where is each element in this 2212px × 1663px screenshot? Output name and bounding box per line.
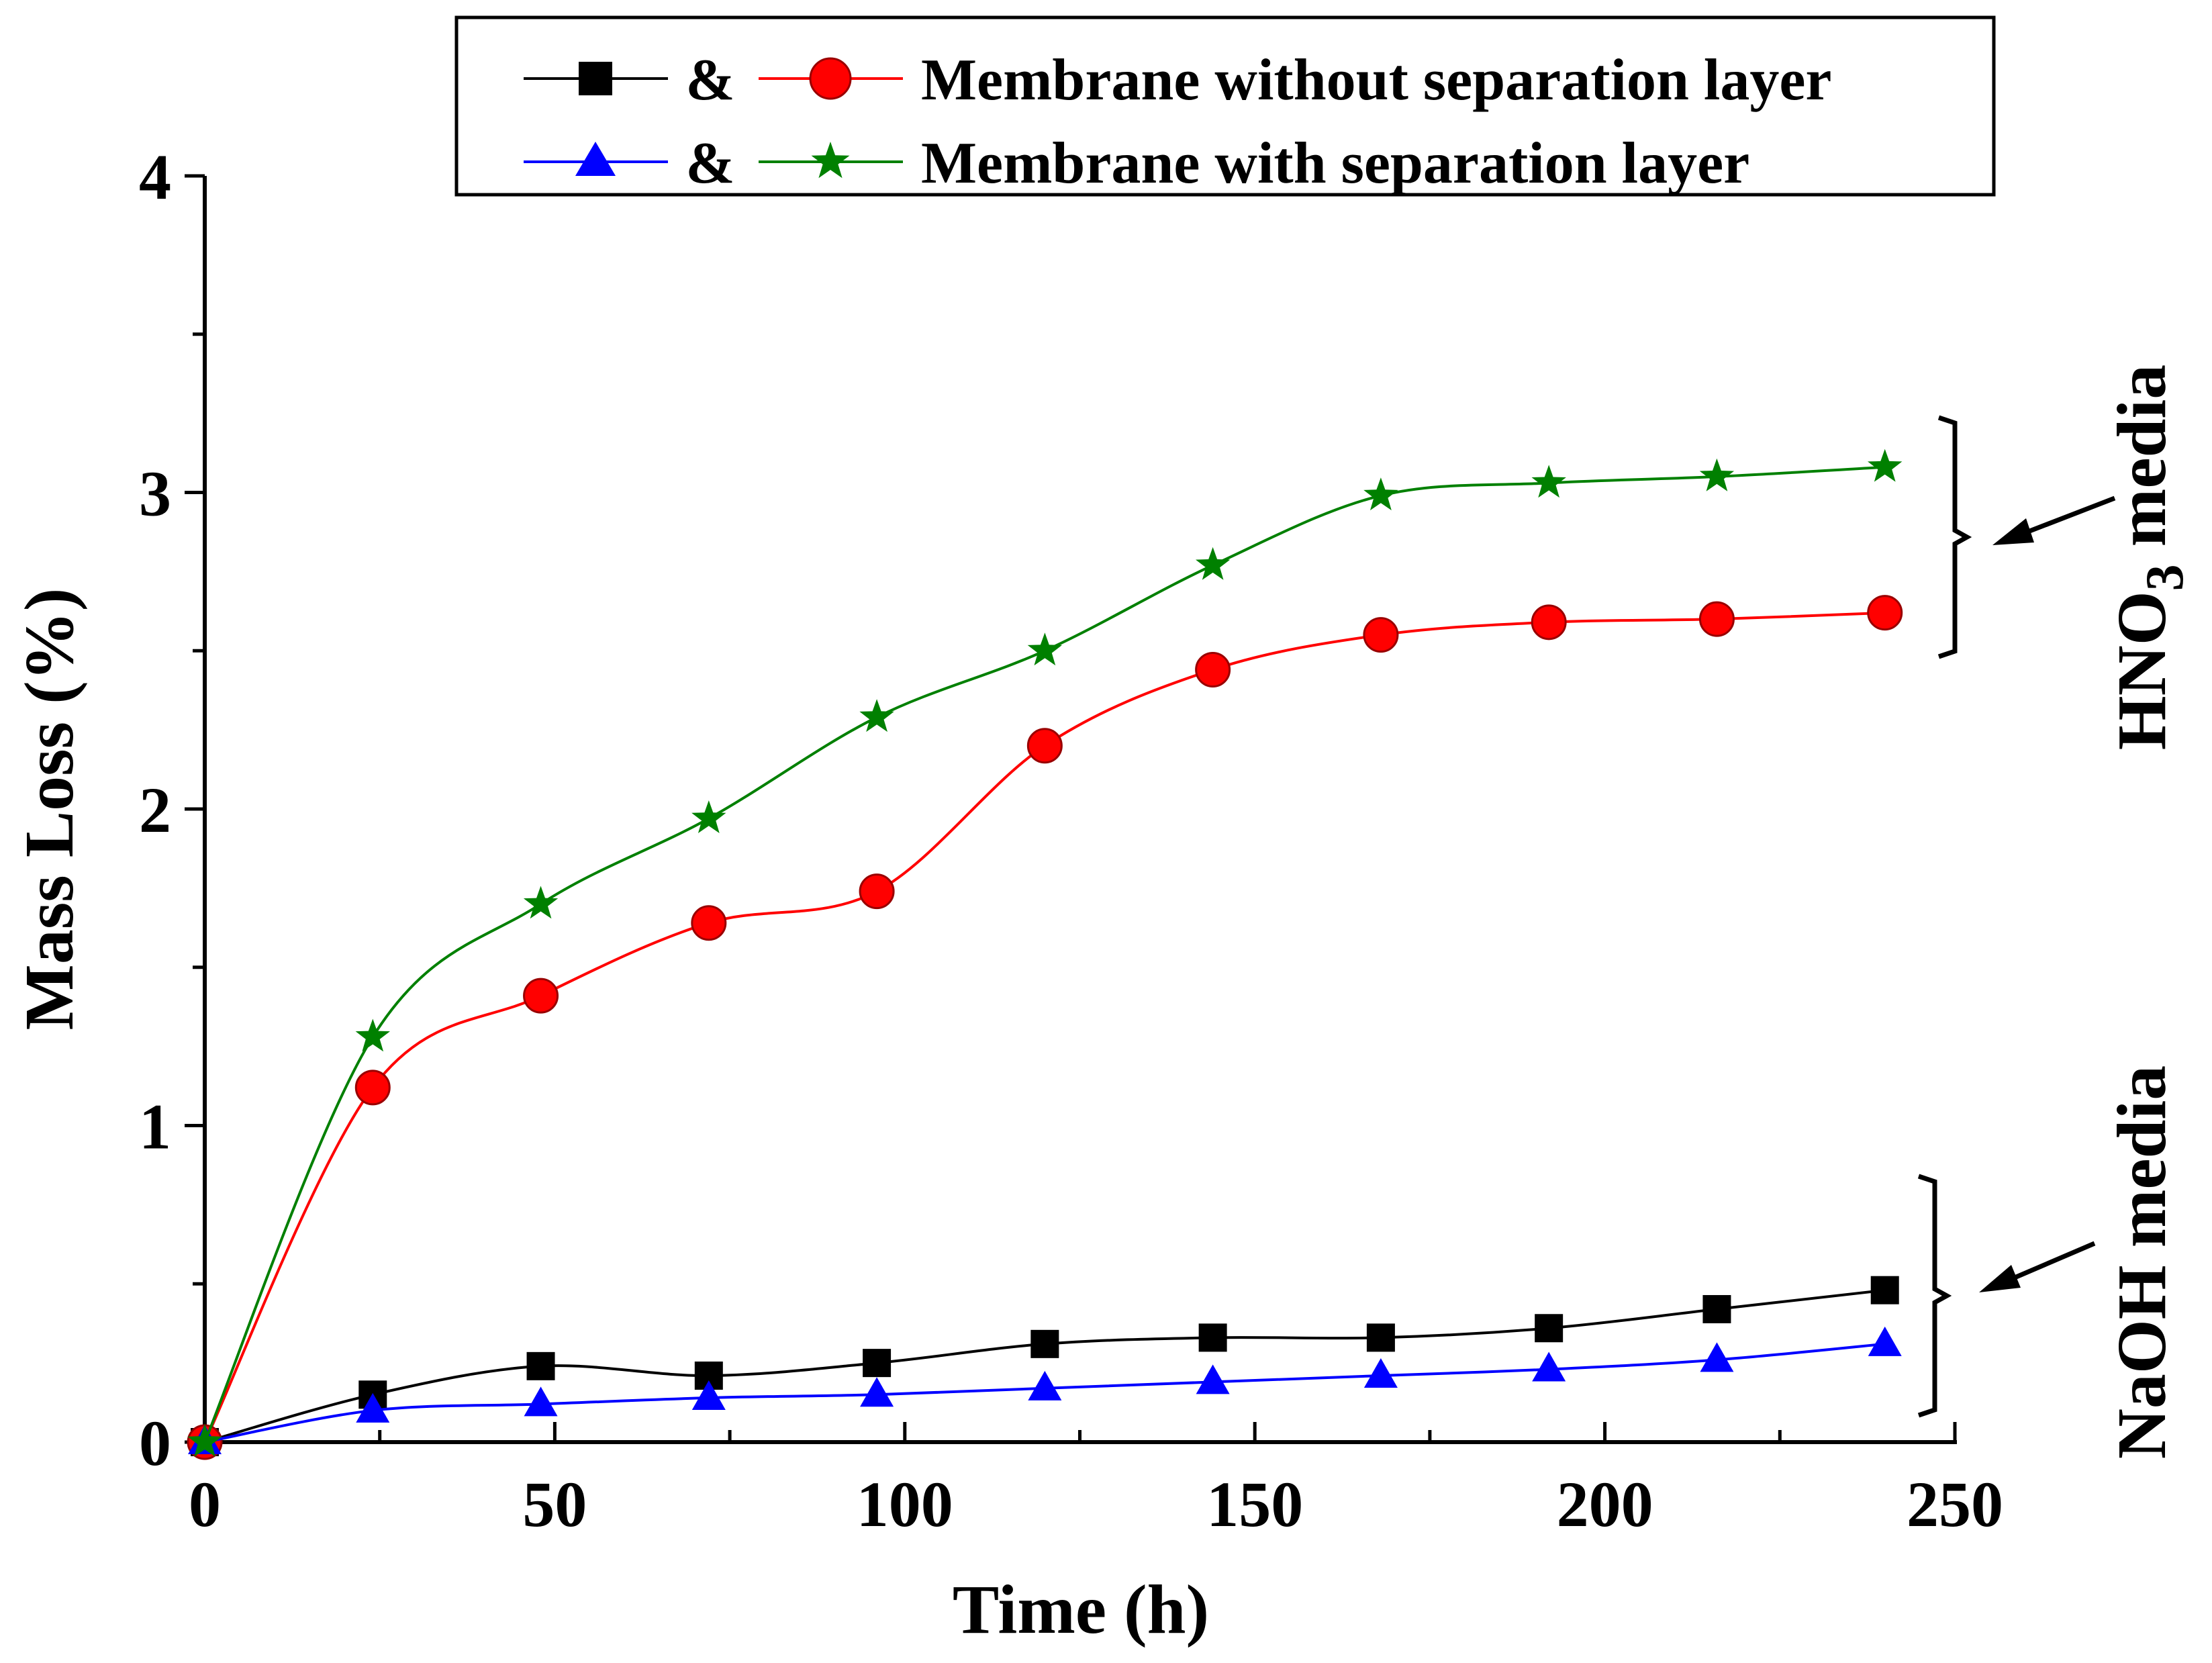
- naoh-media-label: NaOH media: [2103, 1065, 2180, 1459]
- data-point-circle-72: [691, 905, 727, 941]
- data-point-circle-240: [1867, 595, 1903, 631]
- data-point-circle-24: [354, 1070, 391, 1106]
- data-point-triangle-168: [1363, 1358, 1398, 1388]
- data-point-triangle-120: [1028, 1370, 1062, 1400]
- hno3-bracket: [1937, 415, 1972, 659]
- data-point-square-96: [863, 1349, 892, 1378]
- legend-ampersand-2: &: [685, 131, 734, 196]
- data-point-square-240: [1870, 1276, 1899, 1304]
- data-point-square-120: [1030, 1329, 1059, 1358]
- series-line-circle: [203, 611, 1885, 1443]
- series-star: [187, 448, 1903, 1457]
- legend-row-with-separation: & Membrane with separation layer: [524, 131, 1749, 196]
- data-point-circle-120: [1026, 728, 1063, 764]
- data-point-triangle-48: [524, 1386, 558, 1417]
- data-point-square-48: [526, 1351, 555, 1380]
- naoh-arrow: [1979, 1241, 2096, 1292]
- legend-ampersand-1: &: [685, 48, 734, 113]
- data-point-star-96: [859, 699, 894, 732]
- data-point-triangle-240: [1868, 1326, 1902, 1356]
- legend-marker-triangle: [575, 142, 616, 176]
- legend-marker-circle: [809, 57, 852, 100]
- data-point-square-168: [1366, 1323, 1395, 1352]
- data-point-star-216: [1699, 458, 1735, 491]
- data-point-star-192: [1531, 465, 1566, 498]
- x-ticks: 0 50 100 150 200 250: [189, 1422, 2003, 1540]
- y-tick-label-3: 3: [139, 458, 171, 530]
- data-point-triangle-24: [356, 1392, 390, 1423]
- data-point-square-216: [1702, 1294, 1731, 1323]
- y-tick-label-0: 0: [139, 1407, 171, 1479]
- legend-label-without-separation: Membrane without separation layer: [921, 48, 1831, 113]
- y-tick-label-4: 4: [139, 141, 171, 213]
- hno3-media-label: HNO3 media: [2103, 365, 2195, 750]
- series-circle: [187, 595, 1903, 1460]
- data-point-circle-192: [1531, 604, 1567, 640]
- hno3-arrow: [1992, 495, 2116, 545]
- data-point-star-120: [1027, 632, 1062, 666]
- x-axis-title: Time (h): [953, 1571, 1209, 1648]
- series-line-star: [203, 465, 1885, 1443]
- legend-row-without-separation: & Membrane without separation layer: [524, 48, 1831, 113]
- data-point-circle-96: [859, 873, 895, 910]
- data-point-square-192: [1535, 1314, 1564, 1343]
- data-point-triangle-144: [1196, 1364, 1230, 1394]
- data-point-circle-216: [1698, 601, 1735, 637]
- x-tick-label-250: 250: [1907, 1468, 2003, 1540]
- series-square: [191, 1276, 1899, 1456]
- x-tick-label-150: 150: [1206, 1468, 1303, 1540]
- data-point-star-240: [1868, 448, 1903, 482]
- hno3-label-suffix: media: [2103, 365, 2180, 565]
- x-tick-label-50: 50: [522, 1468, 587, 1540]
- legend-box: [454, 15, 1996, 197]
- data-point-triangle-192: [1532, 1351, 1566, 1382]
- data-point-star-0: [187, 1424, 222, 1457]
- y-tick-label-2: 2: [139, 774, 171, 846]
- y-ticks: 0 1 2 3 4: [139, 141, 205, 1479]
- data-point-square-144: [1198, 1323, 1227, 1352]
- x-tick-label-0: 0: [189, 1468, 221, 1540]
- y-axis-title: Mass Loss (%): [11, 588, 88, 1031]
- hno3-label-subscript: 3: [2135, 564, 2195, 591]
- legend-marker-star: [811, 142, 850, 179]
- hno3-label-prefix: HNO: [2103, 591, 2180, 750]
- data-point-star-48: [523, 886, 559, 919]
- legend-marker-square: [579, 62, 612, 95]
- x-tick-label-200: 200: [1557, 1468, 1653, 1540]
- data-point-circle-168: [1363, 617, 1399, 653]
- data-point-star-168: [1363, 477, 1398, 511]
- y-tick-label-1: 1: [139, 1091, 171, 1163]
- series-layer: [187, 448, 1903, 1460]
- data-point-triangle-96: [860, 1377, 894, 1407]
- data-point-circle-48: [523, 978, 559, 1014]
- data-point-star-144: [1196, 547, 1231, 580]
- series-triangle: [188, 1326, 1902, 1454]
- data-point-star-24: [355, 1018, 390, 1052]
- legend: & Membrane without separation layer & Me…: [454, 15, 1996, 197]
- data-point-star-72: [691, 800, 726, 833]
- data-point-circle-144: [1195, 652, 1231, 688]
- legend-label-with-separation: Membrane with separation layer: [921, 131, 1749, 196]
- data-point-triangle-72: [691, 1380, 726, 1410]
- x-tick-label-100: 100: [857, 1468, 953, 1540]
- data-point-triangle-216: [1700, 1342, 1734, 1372]
- naoh-bracket: [1917, 1174, 1952, 1418]
